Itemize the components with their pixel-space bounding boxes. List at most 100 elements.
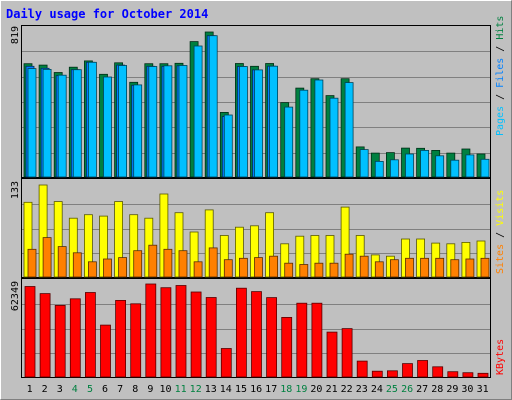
day-axis-labels: 1 2 3 4 5 6 7 8 9 10 11 12 13 14 15 16 17 18 19 20 21 22 23 24 2… <box>27 384 489 395</box>
kbytes-bar-day-6 <box>100 324 111 378</box>
kbytes-bar-day-8 <box>130 303 142 378</box>
day-label-19: 19 <box>295 384 307 395</box>
top-legend: Pages / Files / Hits <box>495 16 506 136</box>
pages-bar-day-31 <box>480 158 490 178</box>
kbytes-bar-day-4 <box>69 298 81 378</box>
pages-bar-day-10 <box>163 65 173 178</box>
kbytes-bar-day-25 <box>386 370 398 378</box>
kbytes-panel <box>21 278 491 378</box>
day-label-26: 26 <box>401 384 413 395</box>
sites-bar-day-4 <box>72 252 82 278</box>
kbytes-bar-day-27 <box>417 360 429 378</box>
top-axis-max-label: 819 <box>10 26 21 44</box>
sites-bar-day-25 <box>389 259 399 278</box>
sites-bar-day-20 <box>314 262 324 278</box>
sites-bar-day-29 <box>450 259 460 278</box>
day-label-15: 15 <box>235 384 247 395</box>
pages-bar-day-18 <box>284 106 294 178</box>
day-label-20: 20 <box>310 384 322 395</box>
sites-bar-day-22 <box>344 253 354 278</box>
kbytes-bar-day-18 <box>281 316 293 378</box>
day-label-1: 1 <box>27 384 33 395</box>
pages-bar-day-8 <box>133 84 143 178</box>
kbytes-bar-day-11 <box>175 285 187 378</box>
pages-bar-day-23 <box>359 149 369 178</box>
kbytes-bar-day-10 <box>160 287 172 378</box>
pages-bar-day-28 <box>435 155 445 178</box>
pages-bar-day-20 <box>314 79 324 178</box>
day-label-27: 27 <box>416 384 428 395</box>
kbytes-bar-day-3 <box>54 304 66 378</box>
kbytes-bar-day-1 <box>24 286 36 378</box>
kbytes-bar-day-31 <box>477 372 489 378</box>
day-label-10: 10 <box>159 384 171 395</box>
kbytes-bar-day-20 <box>311 302 323 378</box>
kbytes-bar-day-26 <box>402 363 413 378</box>
day-label-12: 12 <box>190 384 202 395</box>
sites-bar-day-31 <box>480 257 490 278</box>
kbytes-bar-day-24 <box>371 370 383 378</box>
day-label-25: 25 <box>386 384 398 395</box>
pages-bar-day-3 <box>57 74 67 178</box>
pages-bar-day-25 <box>389 159 399 178</box>
day-label-30: 30 <box>461 384 473 395</box>
kbytes-bar-day-19 <box>296 302 308 378</box>
day-label-22: 22 <box>341 384 353 395</box>
pages-bar-day-6 <box>103 76 112 178</box>
pages-bar-day-15 <box>238 66 248 178</box>
sites-bar-day-10 <box>163 248 173 278</box>
day-label-7: 7 <box>117 384 123 395</box>
sites-bar-day-26 <box>405 257 414 278</box>
sites-bar-day-7 <box>118 257 127 278</box>
sites-bar-day-2 <box>42 237 52 278</box>
kbytes-bar-day-7 <box>115 299 126 378</box>
sites-bar-day-8 <box>133 250 143 278</box>
sites-bar-day-17 <box>269 255 279 278</box>
sites-bar-day-15 <box>238 257 248 278</box>
day-label-28: 28 <box>431 384 443 395</box>
day-label-4: 4 <box>72 384 78 395</box>
day-label-23: 23 <box>356 384 368 395</box>
pages-bar-day-12 <box>193 45 203 178</box>
sites-bar-day-6 <box>103 258 112 278</box>
legend-kbytes: KBytes <box>495 339 506 375</box>
day-label-3: 3 <box>57 384 63 395</box>
kbytes-bar-day-14 <box>220 348 232 378</box>
day-label-2: 2 <box>42 384 48 395</box>
sites-bar-day-1 <box>27 248 37 278</box>
kbytes-bar-day-21 <box>326 331 338 378</box>
pages-bar-day-16 <box>254 69 263 178</box>
pages-bar-day-17 <box>269 65 279 178</box>
pages-bar-day-19 <box>299 89 309 178</box>
pages-bar-day-24 <box>374 160 384 178</box>
pages-bar-day-21 <box>329 97 339 178</box>
pages-bar-day-29 <box>450 159 460 178</box>
sites-bar-day-27 <box>420 257 430 278</box>
pages-bar-day-14 <box>223 114 233 178</box>
day-label-11: 11 <box>175 384 187 395</box>
bottom-panel-bars <box>24 283 489 378</box>
sites-bar-day-16 <box>254 257 263 278</box>
day-label-17: 17 <box>265 384 277 395</box>
legend-visits: Visits <box>495 190 506 226</box>
sites-bar-day-30 <box>465 258 475 278</box>
sites-bar-day-11 <box>178 250 188 278</box>
day-label-21: 21 <box>326 384 338 395</box>
pages-bar-day-1 <box>27 68 37 178</box>
kbytes-bar-day-28 <box>432 366 444 378</box>
sites-bar-day-23 <box>359 255 369 278</box>
visits-sites-panel <box>21 178 491 278</box>
kbytes-bar-day-23 <box>356 360 368 378</box>
sites-bar-day-28 <box>435 257 445 278</box>
sites-bar-day-9 <box>148 244 158 278</box>
kbytes-bar-day-29 <box>447 371 459 378</box>
kbytes-bar-day-12 <box>190 291 202 378</box>
pages-bar-day-2 <box>42 69 52 178</box>
sites-bar-day-24 <box>374 261 384 278</box>
middle-axis-max-label: 133 <box>10 181 21 199</box>
kbytes-bar-day-2 <box>39 293 51 378</box>
sites-bar-day-19 <box>299 264 309 278</box>
pages-bar-day-27 <box>420 149 430 178</box>
pages-bar-day-22 <box>344 82 354 178</box>
day-label-31: 31 <box>477 384 489 395</box>
